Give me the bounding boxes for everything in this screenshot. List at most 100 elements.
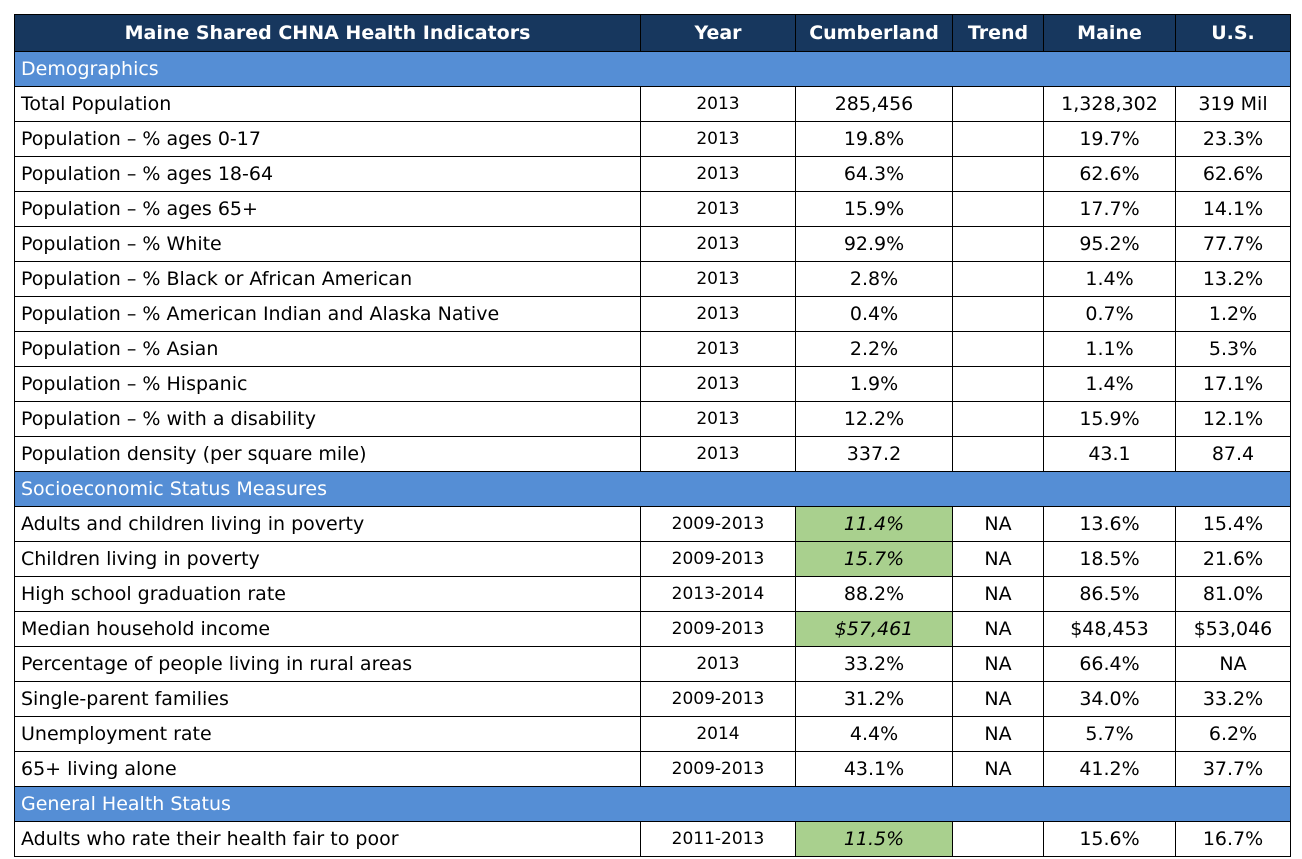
header-cell: U.S.: [1175, 14, 1291, 52]
data-cell: 5.7%: [1043, 716, 1176, 752]
data-row: Single-parent families 2009-2013 31.2% NA 34…: [14, 681, 1291, 717]
data-cell: 2014: [640, 716, 796, 752]
data-cell: $53,046: [1175, 611, 1291, 647]
data-cell: 13.2%: [1175, 261, 1291, 297]
data-cell: 2013: [640, 121, 796, 157]
data-cell: 43.1: [1043, 436, 1176, 472]
indicator-name: Population – % American Indian and Alask…: [14, 296, 641, 332]
data-row: Population – % ages 65+ 2013 15.9% 17.7% 14.…: [14, 191, 1291, 227]
indicator-name: Population – % ages 0-17: [14, 121, 641, 157]
data-cell: 14.1%: [1175, 191, 1291, 227]
data-cell: 21.6%: [1175, 541, 1291, 577]
data-cell: 2013: [640, 436, 796, 472]
data-cell: 19.8%: [795, 121, 953, 157]
data-cell: 64.3%: [795, 156, 953, 192]
data-cell: 2013: [640, 366, 796, 402]
data-cell: 1.4%: [1043, 366, 1176, 402]
data-row: Population – % ages 18-64 2013 64.3% 62.6% 6…: [14, 156, 1291, 192]
data-cell: 2013: [640, 296, 796, 332]
data-cell: 2013: [640, 156, 796, 192]
data-cell: 95.2%: [1043, 226, 1176, 262]
data-cell: 2009-2013: [640, 751, 796, 787]
data-row: Percentage of people living in rural are…: [14, 646, 1291, 682]
data-row: Population – % ages 0-17 2013 19.8% 19.7% 23…: [14, 121, 1291, 157]
data-row: Population – % American Indian and Alask…: [14, 296, 1291, 332]
data-row: Adults who rate their health fair to poo…: [14, 821, 1291, 857]
section-title: Demographics: [14, 51, 1291, 87]
header-cell: Cumberland: [795, 14, 953, 52]
data-cell: 2013: [640, 86, 796, 122]
data-cell: 2009-2013: [640, 541, 796, 577]
indicator-table: Maine Shared CHNA Health Indicators Year C…: [14, 14, 1291, 857]
data-cell: 2013: [640, 331, 796, 367]
data-cell: 2013: [640, 261, 796, 297]
data-cell: 88.2%: [795, 576, 953, 612]
data-row: Population – % with a disability 2013 12.2…: [14, 401, 1291, 437]
section-title: Socioeconomic Status Measures: [14, 471, 1291, 507]
data-cell: 15.9%: [795, 191, 953, 227]
section-title: General Health Status: [14, 786, 1291, 822]
data-cell: 13.6%: [1043, 506, 1176, 542]
header-row: Maine Shared CHNA Health Indicators Year C…: [14, 14, 1291, 52]
data-cell: NA: [952, 506, 1044, 542]
data-cell: NA: [952, 646, 1044, 682]
data-cell: 285,456: [795, 86, 953, 122]
data-cell: 15.7%: [795, 541, 953, 577]
data-row: Children living in poverty 2009-2013 15.7%…: [14, 541, 1291, 577]
data-cell: 1.1%: [1043, 331, 1176, 367]
data-cell: [952, 261, 1044, 297]
data-cell: 319 Mil: [1175, 86, 1291, 122]
data-cell: [952, 821, 1044, 857]
indicator-name: Unemployment rate: [14, 716, 641, 752]
data-cell: 2013: [640, 401, 796, 437]
data-cell: 2013: [640, 646, 796, 682]
data-cell: 17.1%: [1175, 366, 1291, 402]
data-cell: [952, 226, 1044, 262]
data-cell: 2.8%: [795, 261, 953, 297]
data-cell: [952, 86, 1044, 122]
header-cell: Maine Shared CHNA Health Indicators: [14, 14, 641, 52]
header-cell: Maine: [1043, 14, 1176, 52]
data-cell: $48,453: [1043, 611, 1176, 647]
indicator-name: Population – % Asian: [14, 331, 641, 367]
data-cell: 23.3%: [1175, 121, 1291, 157]
indicator-name: High school graduation rate: [14, 576, 641, 612]
data-cell: 11.4%: [795, 506, 953, 542]
data-row: 65+ living alone 2009-2013 43.1% NA 41.2% 37.…: [14, 751, 1291, 787]
data-cell: 15.4%: [1175, 506, 1291, 542]
data-cell: [952, 296, 1044, 332]
data-cell: 62.6%: [1175, 156, 1291, 192]
indicator-name: Population – % with a disability: [14, 401, 641, 437]
indicator-name: Population – % White: [14, 226, 641, 262]
data-cell: 12.1%: [1175, 401, 1291, 437]
data-cell: 1.4%: [1043, 261, 1176, 297]
data-cell: 15.6%: [1043, 821, 1176, 857]
indicator-name: Adults who rate their health fair to poo…: [14, 821, 641, 857]
table-body: Demographics Total Population 2013 285,456 1…: [14, 51, 1291, 857]
data-cell: 31.2%: [795, 681, 953, 717]
section-row: Socioeconomic Status Measures: [14, 471, 1291, 507]
data-row: Population density (per square mile) 2013…: [14, 436, 1291, 472]
indicator-name: Population density (per square mile): [14, 436, 641, 472]
data-cell: 41.2%: [1043, 751, 1176, 787]
indicator-name: Percentage of people living in rural are…: [14, 646, 641, 682]
data-cell: 17.7%: [1043, 191, 1176, 227]
data-cell: 2013-2014: [640, 576, 796, 612]
section-row: Demographics: [14, 51, 1291, 87]
indicator-name: Single-parent families: [14, 681, 641, 717]
data-cell: 2.2%: [795, 331, 953, 367]
header-cell: Trend: [952, 14, 1044, 52]
data-cell: 2013: [640, 191, 796, 227]
indicator-name: 65+ living alone: [14, 751, 641, 787]
header-cell: Year: [640, 14, 796, 52]
data-cell: 2013: [640, 226, 796, 262]
data-cell: 87.4: [1175, 436, 1291, 472]
data-cell: 18.5%: [1043, 541, 1176, 577]
indicator-name: Population – % Black or African American: [14, 261, 641, 297]
data-cell: 15.9%: [1043, 401, 1176, 437]
data-cell: 0.4%: [795, 296, 953, 332]
data-cell: 77.7%: [1175, 226, 1291, 262]
data-cell: 81.0%: [1175, 576, 1291, 612]
data-cell: 19.7%: [1043, 121, 1176, 157]
